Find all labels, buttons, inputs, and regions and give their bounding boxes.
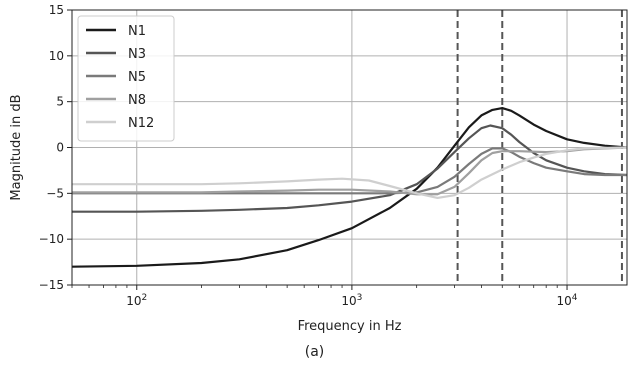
legend-label-n1: N1: [128, 24, 146, 39]
series-line-n1: [71, 107, 628, 268]
legend-label-n5: N5: [128, 70, 146, 85]
series-line-n12: [72, 146, 628, 199]
figure-caption: (a): [304, 344, 325, 360]
x-axis-label: Frequency in Hz: [298, 319, 402, 334]
axis-ticks: −15 −10 −5 0 5 10 15 102 103 104: [39, 3, 578, 308]
legend-label-n3: N3: [128, 47, 146, 62]
y-tick-label: −10: [39, 232, 64, 246]
y-tick-label: 5: [56, 95, 64, 109]
legend-box: [77, 15, 175, 142]
legend: N1 N3 N5 N8 N12: [77, 15, 175, 142]
y-tick-label: 0: [56, 141, 64, 155]
series-line-n3: [72, 124, 628, 213]
x-tick-label: 103: [341, 293, 362, 308]
series-lines: [71, 107, 628, 268]
y-tick-label: −5: [46, 186, 64, 200]
series-line-n5: [72, 147, 627, 195]
y-axis-label: Magnitude in dB: [9, 94, 24, 200]
legend-label-n12: N12: [128, 116, 154, 131]
x-tick-label: 104: [557, 293, 578, 308]
y-tick-label: 15: [49, 3, 64, 17]
legend-label-n8: N8: [128, 93, 146, 108]
y-tick-label: 10: [49, 49, 64, 63]
y-tick-label: −15: [39, 278, 64, 292]
x-tick-label: 102: [126, 293, 147, 308]
